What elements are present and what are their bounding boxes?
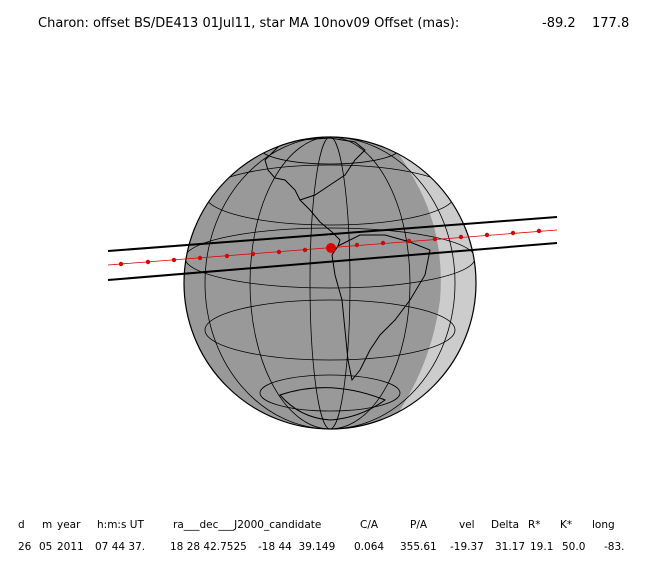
offset-x: -89.2 bbox=[542, 16, 576, 31]
cell: 07 44 37. bbox=[95, 541, 145, 553]
column-header: m bbox=[42, 519, 52, 531]
shadow-path bbox=[107, 216, 558, 281]
column-header: vel bbox=[459, 519, 475, 531]
cell: 26 bbox=[18, 541, 32, 553]
column-header: K* bbox=[560, 519, 572, 531]
cell: 18 28 42.7525 bbox=[170, 541, 247, 553]
cell: 50.0 bbox=[562, 541, 585, 553]
title: Charon: offset BS/DE413 01Jul11, star MA… bbox=[38, 16, 459, 31]
cell: 2011 bbox=[57, 541, 84, 553]
cell: 0.064 bbox=[354, 541, 384, 553]
cell: 19.1 bbox=[530, 541, 553, 553]
column-header: h:m:s UT bbox=[97, 519, 144, 531]
column-header: long bbox=[592, 519, 615, 531]
offset-y: 177.8 bbox=[592, 16, 629, 31]
cell: 355.61 bbox=[400, 541, 437, 553]
column-header: R* bbox=[528, 519, 541, 531]
cell: -18 44 39.149 bbox=[258, 541, 335, 553]
column-header: Delta bbox=[491, 519, 519, 531]
cell: 05 bbox=[39, 541, 52, 553]
column-header: C/A bbox=[360, 519, 379, 531]
column-header: ra___dec___J2000_candidate bbox=[173, 519, 321, 531]
cell: -83. bbox=[604, 541, 625, 553]
globe bbox=[183, 136, 477, 430]
cell: -19.37 bbox=[450, 541, 484, 553]
column-header: d bbox=[18, 519, 25, 531]
cell: 31.17 bbox=[495, 541, 525, 553]
column-header: P/A bbox=[410, 519, 428, 531]
table-row: 26 05 2011 07 44 37. 18 28 42.7525 -18 4… bbox=[18, 541, 625, 553]
table-header: d m year h:m:s UT ra___dec___J2000_candi… bbox=[18, 519, 615, 531]
column-header: year bbox=[57, 519, 81, 531]
